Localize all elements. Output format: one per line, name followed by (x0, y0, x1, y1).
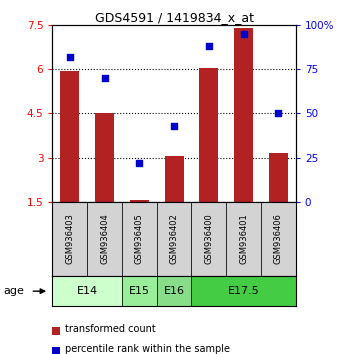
Text: E15: E15 (129, 286, 150, 296)
Point (241, 31, 246, 36)
Bar (87, 202, 122, 276)
Bar (199, 68, 218, 202)
Point (276, 110, 281, 116)
Bar (122, 276, 157, 306)
Bar (52, 327, 60, 335)
Text: GSM936405: GSM936405 (135, 213, 144, 264)
Text: GSM936403: GSM936403 (65, 213, 74, 264)
Text: E14: E14 (77, 286, 98, 296)
Bar (269, 153, 288, 202)
Bar (157, 276, 191, 306)
Bar (261, 202, 296, 276)
Title: GDS4591 / 1419834_x_at: GDS4591 / 1419834_x_at (95, 11, 254, 24)
Text: GSM936400: GSM936400 (204, 213, 213, 264)
Point (137, 160, 142, 166)
Text: E16: E16 (164, 286, 185, 296)
Text: GSM936402: GSM936402 (170, 213, 178, 264)
Text: E17.5: E17.5 (228, 286, 260, 296)
Point (102, 75, 107, 81)
Bar (191, 202, 226, 276)
Text: percentile rank within the sample: percentile rank within the sample (65, 344, 230, 354)
Point (67, 54, 72, 59)
Bar (234, 28, 253, 202)
Text: GSM936406: GSM936406 (274, 213, 283, 264)
Point (206, 43, 212, 49)
Bar (60, 70, 79, 202)
Text: GSM936401: GSM936401 (239, 213, 248, 264)
Bar (157, 202, 191, 276)
Bar (52, 347, 60, 354)
Bar (52, 202, 87, 276)
Text: transformed count: transformed count (65, 324, 155, 334)
Bar (165, 156, 184, 202)
Bar (122, 202, 157, 276)
Bar (130, 200, 149, 202)
Bar (52, 276, 122, 306)
Bar (226, 202, 261, 276)
Text: GSM936404: GSM936404 (100, 213, 109, 264)
Bar (95, 113, 114, 202)
Bar (191, 276, 296, 306)
Point (171, 123, 177, 129)
Text: age: age (3, 286, 24, 296)
